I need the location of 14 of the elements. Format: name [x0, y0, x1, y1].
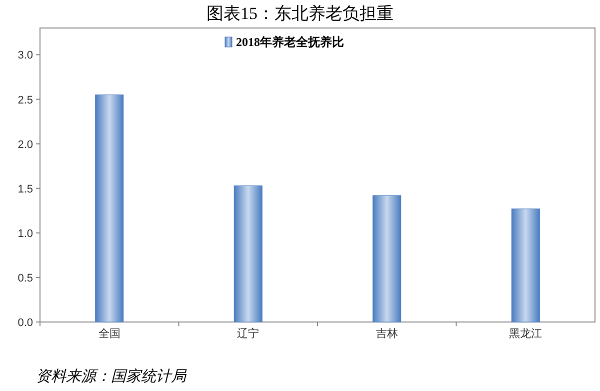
x-tick-label: 吉林: [376, 327, 398, 340]
y-tick-label: 2.5: [18, 94, 33, 106]
text: 资料来源：国家统计局: [36, 368, 187, 385]
y-tick-label: 1.0: [18, 228, 33, 240]
y-tick-label: 0.5: [18, 272, 33, 284]
x-tick-label: 辽宁: [237, 327, 260, 340]
y-tick-label: 0.0: [18, 317, 33, 329]
y-tick-label: 1.5: [18, 183, 33, 196]
legend-label: 2018年养老全抚养比: [236, 35, 344, 49]
chart-title: 图表15：东北养老负担重: [206, 4, 394, 23]
x-tick-label: 全国: [98, 328, 120, 340]
x-tick-label: 黑龙江: [509, 327, 542, 340]
y-tick-label: 3.0: [18, 50, 33, 62]
y-tick-label: 2.0: [18, 138, 33, 151]
